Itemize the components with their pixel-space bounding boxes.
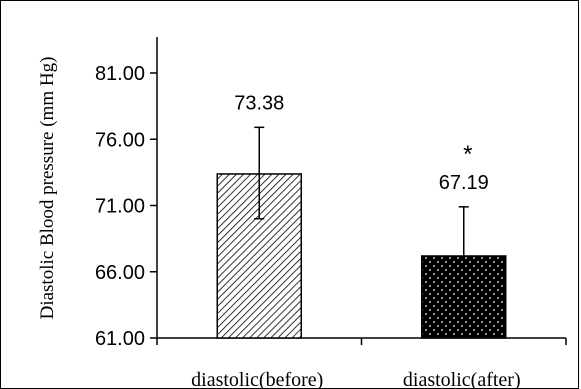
y-tick-label: 66.00 — [95, 262, 145, 284]
bar-after — [421, 255, 507, 339]
y-tick-label: 76.00 — [95, 129, 145, 151]
category-label: diastolic(before) — [191, 369, 323, 389]
y-tick-label: 61.00 — [95, 328, 145, 350]
y-tick-label: 81.00 — [95, 63, 145, 85]
category-label: diastolic(after) — [403, 369, 521, 389]
y-axis-title: Diastolic Blood pressure (mm Hg) — [37, 57, 58, 320]
significance-star: * — [463, 141, 472, 168]
value-label: 73.38 — [234, 92, 284, 114]
value-label: 67.19 — [439, 172, 489, 194]
y-tick-label: 71.00 — [95, 196, 145, 218]
